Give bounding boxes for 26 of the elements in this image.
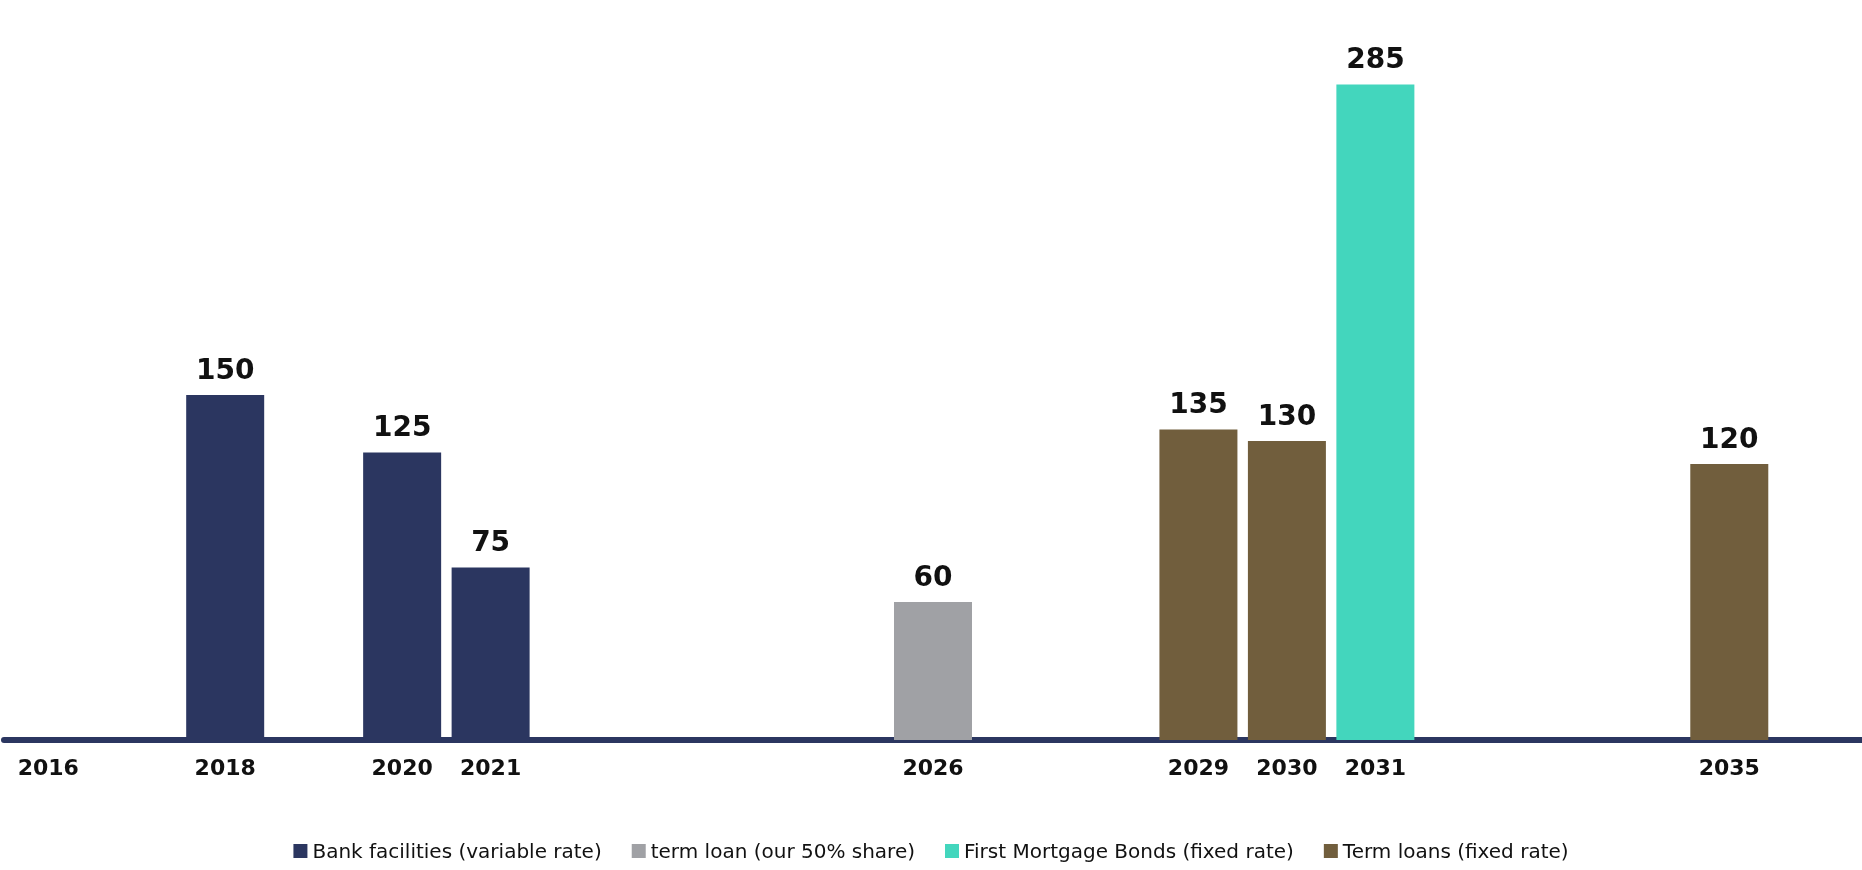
data-label: 60 (913, 559, 953, 593)
bar (894, 602, 972, 740)
data-label: 135 (1169, 387, 1228, 420)
legend-label: term loan (our 50% share) (650, 839, 916, 863)
x-tick-label: 2018 (194, 754, 256, 780)
data-label: 150 (195, 352, 255, 386)
bar (1159, 429, 1238, 740)
bar (1690, 464, 1769, 740)
data-label: 125 (372, 410, 432, 443)
x-tick-label: 2029 (1167, 754, 1230, 780)
data-label: 120 (1700, 421, 1759, 455)
legend-label: First Mortgage Bonds (fixed rate) (964, 839, 1294, 863)
data-label: 130 (1257, 398, 1317, 432)
bar (1247, 441, 1326, 740)
data-label: 285 (1346, 42, 1405, 75)
x-tick-label: 2016 (17, 754, 79, 780)
x-tick-label: 2020 (371, 754, 433, 780)
legend-label: Term loans (fixed rate) (1341, 839, 1569, 863)
legend-label: Bank facilities (variable rate) (312, 839, 602, 863)
x-tick-label: 2021 (460, 754, 522, 780)
x-tick-label: 2030 (1256, 754, 1318, 780)
x-tick-label: 2026 (902, 754, 964, 780)
x-tick-label: 2035 (1698, 754, 1760, 780)
bar (1336, 84, 1415, 740)
data-label: 75 (471, 525, 511, 558)
x-tick-label: 2031 (1344, 754, 1406, 780)
